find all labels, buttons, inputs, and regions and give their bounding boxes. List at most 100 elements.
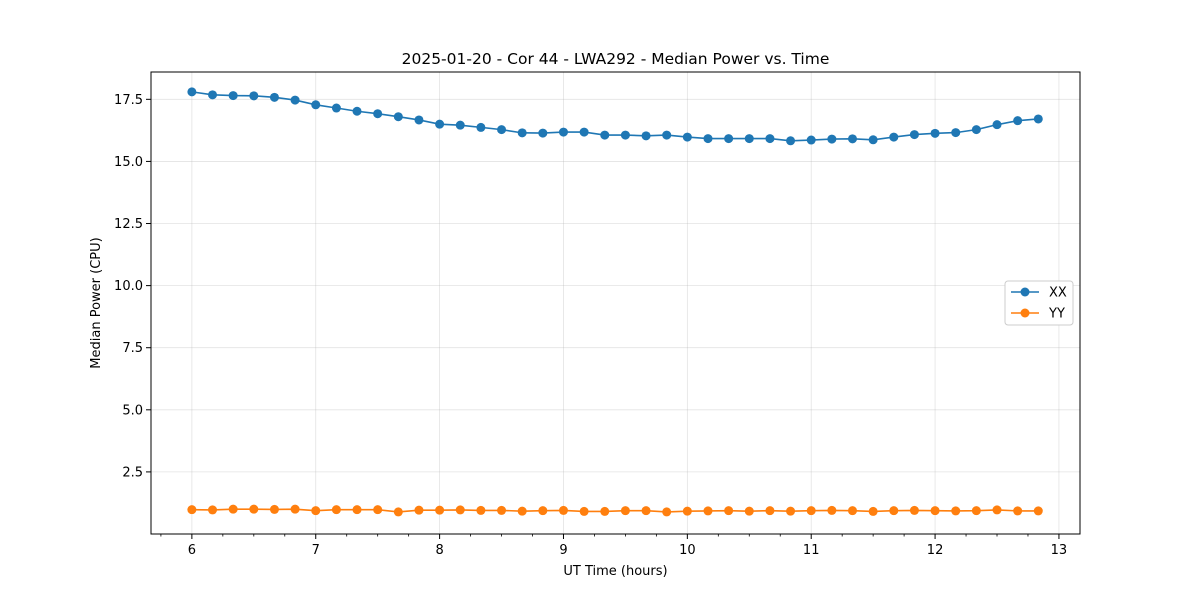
data-point-xx [930, 128, 940, 138]
data-point-yy [951, 506, 961, 516]
data-point-yy [786, 506, 796, 516]
data-point-yy [187, 505, 197, 515]
y-tick-label: 15.0 [114, 155, 143, 170]
legend: XX YY [1004, 280, 1074, 326]
data-point-yy [806, 506, 816, 516]
legend-marker-yy [1020, 308, 1030, 318]
data-point-yy [497, 505, 507, 515]
data-point-xx [806, 135, 816, 145]
x-tick-label: 9 [559, 543, 567, 558]
data-point-yy [352, 505, 362, 515]
x-tick-label: 7 [312, 543, 320, 558]
data-point-yy [641, 506, 651, 516]
legend-label-xx: XX [1049, 286, 1067, 301]
data-point-xx [744, 134, 754, 144]
legend-label-yy: YY [1048, 307, 1065, 322]
data-point-xx [311, 100, 321, 110]
x-tick-label: 10 [679, 543, 696, 558]
data-point-xx [228, 91, 238, 101]
series-yy [187, 504, 1043, 517]
y-tick-label: 12.5 [114, 217, 143, 232]
data-point-yy [827, 505, 837, 515]
data-point-xx [868, 135, 878, 145]
data-point-yy [889, 506, 899, 516]
data-point-yy [208, 505, 218, 515]
data-point-xx [971, 125, 981, 135]
data-point-yy [600, 506, 610, 516]
y-tick-label: 10.0 [114, 279, 143, 294]
y-axis-ticks: 2.5 5.0 7.5 10.0 12.5 15.0 17.5 [114, 93, 151, 480]
data-point-yy [455, 505, 465, 515]
data-point-xx [786, 136, 796, 146]
data-point-xx [600, 130, 610, 140]
data-point-xx [641, 131, 651, 141]
data-point-xx [331, 103, 341, 113]
y-tick-label: 2.5 [122, 465, 143, 480]
data-point-xx [249, 91, 259, 101]
data-point-yy [682, 506, 692, 516]
data-point-yy [538, 506, 548, 516]
y-axis-label: Median Power (CPU) [89, 237, 104, 368]
x-tick-label: 11 [803, 543, 820, 558]
x-tick-label: 13 [1051, 543, 1068, 558]
data-point-xx [889, 132, 899, 142]
data-point-yy [228, 504, 238, 514]
data-point-xx [373, 109, 383, 119]
x-tick-label: 8 [435, 543, 443, 558]
data-point-xx [847, 134, 857, 144]
data-point-yy [579, 506, 589, 516]
data-point-xx [992, 120, 1002, 130]
data-point-xx [455, 120, 465, 130]
data-point-xx [909, 130, 919, 140]
data-point-xx [435, 119, 445, 129]
data-point-xx [352, 106, 362, 116]
data-point-xx [187, 87, 197, 97]
data-point-xx [827, 134, 837, 144]
data-point-yy [847, 506, 857, 516]
data-point-xx [497, 125, 507, 135]
y-tick-label: 17.5 [114, 93, 143, 108]
data-point-yy [414, 505, 424, 515]
data-point-xx [558, 127, 568, 137]
data-point-yy [249, 504, 259, 514]
data-point-xx [724, 134, 734, 144]
data-point-yy [744, 506, 754, 516]
x-tick-label: 6 [188, 543, 196, 558]
data-point-xx [476, 122, 486, 132]
y-tick-label: 5.0 [122, 403, 143, 418]
data-point-xx [538, 128, 548, 138]
plot-frame [150, 71, 1081, 535]
data-point-xx [269, 92, 279, 102]
data-point-xx [208, 90, 218, 100]
data-point-yy [765, 506, 775, 516]
y-tick-label: 7.5 [122, 341, 143, 356]
legend-marker-xx [1020, 287, 1030, 297]
data-point-xx [1033, 114, 1043, 124]
data-point-yy [290, 504, 300, 514]
data-point-xx [414, 115, 424, 125]
data-point-yy [476, 505, 486, 515]
x-tick-label: 12 [927, 543, 944, 558]
data-point-xx [682, 132, 692, 142]
x-axis-label: UT Time (hours) [563, 564, 667, 579]
data-point-yy [311, 506, 321, 516]
data-point-xx [703, 134, 713, 144]
x-axis-ticks: 6 7 8 9 10 11 12 13 [160, 534, 1068, 558]
data-point-xx [393, 112, 403, 122]
data-point-yy [558, 505, 568, 515]
data-point-yy [992, 505, 1002, 515]
data-point-yy [724, 506, 734, 516]
data-point-yy [971, 506, 981, 516]
data-point-yy [331, 505, 341, 515]
data-point-yy [393, 507, 403, 517]
data-point-yy [662, 507, 672, 517]
chart-title: 2025-01-20 - Cor 44 - LWA292 - Median Po… [402, 50, 830, 68]
data-point-xx [951, 128, 961, 138]
data-point-xx [579, 127, 589, 137]
data-point-xx [290, 95, 300, 105]
data-point-yy [269, 504, 279, 514]
data-point-yy [435, 505, 445, 515]
data-point-yy [868, 506, 878, 516]
